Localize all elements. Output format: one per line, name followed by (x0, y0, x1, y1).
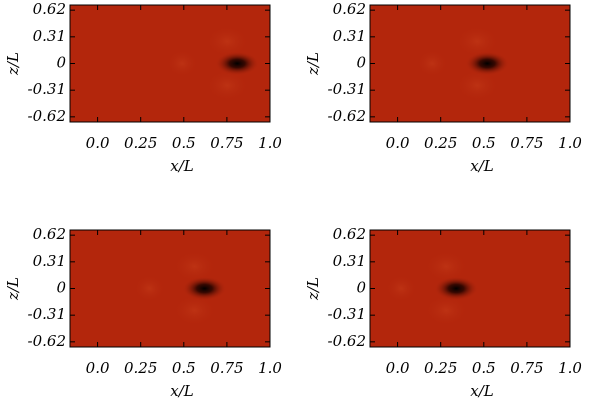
y-tick-label: 0.31 (33, 27, 66, 45)
peak (465, 51, 510, 76)
x-tick-label: 0.5 (172, 359, 196, 377)
x-tick-label: 0.0 (86, 134, 110, 152)
y-tick-label: -0.31 (328, 305, 366, 323)
x-tick-label: 0.5 (472, 134, 496, 152)
x-tick-label: 1.0 (558, 359, 582, 377)
lobe (424, 250, 469, 283)
x-tick-label: 0.0 (386, 359, 410, 377)
lobe (205, 69, 250, 102)
y-tick-label: 0 (56, 54, 66, 72)
y-tick-label: -0.31 (28, 80, 66, 98)
lobe (205, 25, 250, 58)
lobe (133, 274, 166, 303)
x-tick-label: 1.0 (558, 134, 582, 152)
x-tick-label: 0.75 (510, 134, 543, 152)
y-tick-label: 0.31 (33, 252, 66, 270)
peak (434, 276, 479, 301)
x-tick-label: 0.25 (124, 359, 157, 377)
y-axis-label: z/L (304, 277, 322, 301)
x-axis-label: x/L (170, 382, 194, 400)
x-axis-label: x/L (170, 157, 194, 175)
y-tick-label: -0.62 (328, 107, 366, 125)
x-tick-label: 0.25 (124, 134, 157, 152)
x-tick-label: 0.75 (510, 359, 543, 377)
x-tick-label: 0.75 (210, 359, 243, 377)
y-tick-label: 0.31 (333, 27, 366, 45)
y-tick-label: -0.62 (328, 332, 366, 350)
x-tick-label: 0.75 (210, 134, 243, 152)
x-axis-label: x/L (470, 382, 494, 400)
lobe (172, 294, 217, 327)
lobe (416, 49, 449, 78)
field-features (385, 250, 479, 327)
x-axis-label: x/L (470, 157, 494, 175)
panel: 0.62 0.31 0 -0.31 -0.62 0.0 0.25 0.5 0.75 1.0 x/L z… (304, 0, 582, 175)
y-tick-label: 0.62 (33, 225, 66, 243)
y-tick-label: 0.62 (333, 225, 366, 243)
x-tick-label: 0.5 (472, 359, 496, 377)
y-tick-label: -0.31 (28, 305, 66, 323)
panel: 0.62 0.31 0 -0.31 -0.62 0.0 0.25 0.5 0.75 1.0 x/L z… (304, 225, 582, 400)
y-tick-label: 0.31 (333, 252, 366, 270)
field-features (416, 25, 510, 102)
lobe (385, 274, 418, 303)
y-tick-label: -0.62 (28, 107, 66, 125)
lobe (455, 25, 500, 58)
lobe (455, 69, 500, 102)
panel: 0.62 0.31 0 -0.31 -0.62 0.0 0.25 0.5 0.75 1.0 x/L z… (4, 225, 282, 400)
peak (182, 276, 227, 301)
field-features (166, 25, 260, 102)
lobe (166, 49, 199, 78)
x-tick-label: 0.0 (386, 134, 410, 152)
y-tick-label: 0 (356, 54, 366, 72)
x-tick-label: 0.5 (172, 134, 196, 152)
y-axis-label: z/L (4, 52, 22, 76)
x-tick-label: 0.0 (86, 359, 110, 377)
lobe (172, 250, 217, 283)
y-tick-label: 0.62 (333, 0, 366, 18)
panel: 0.62 0.31 0 -0.31 -0.62 0.0 0.25 0.5 0.75 1.0 x/L z… (4, 0, 282, 175)
x-tick-label: 0.25 (424, 134, 457, 152)
field (70, 230, 270, 347)
y-tick-label: 0 (56, 279, 66, 297)
peak (215, 51, 260, 76)
x-tick-label: 1.0 (258, 359, 282, 377)
field-features (133, 250, 227, 327)
y-tick-label: 0 (356, 279, 366, 297)
y-tick-label: 0.62 (33, 0, 66, 18)
y-axis-label: z/L (304, 52, 322, 76)
x-tick-label: 1.0 (258, 134, 282, 152)
lobe (424, 294, 469, 327)
y-tick-label: -0.62 (28, 332, 66, 350)
y-tick-label: -0.31 (328, 80, 366, 98)
x-tick-label: 0.25 (424, 359, 457, 377)
y-axis-label: z/L (4, 277, 22, 301)
